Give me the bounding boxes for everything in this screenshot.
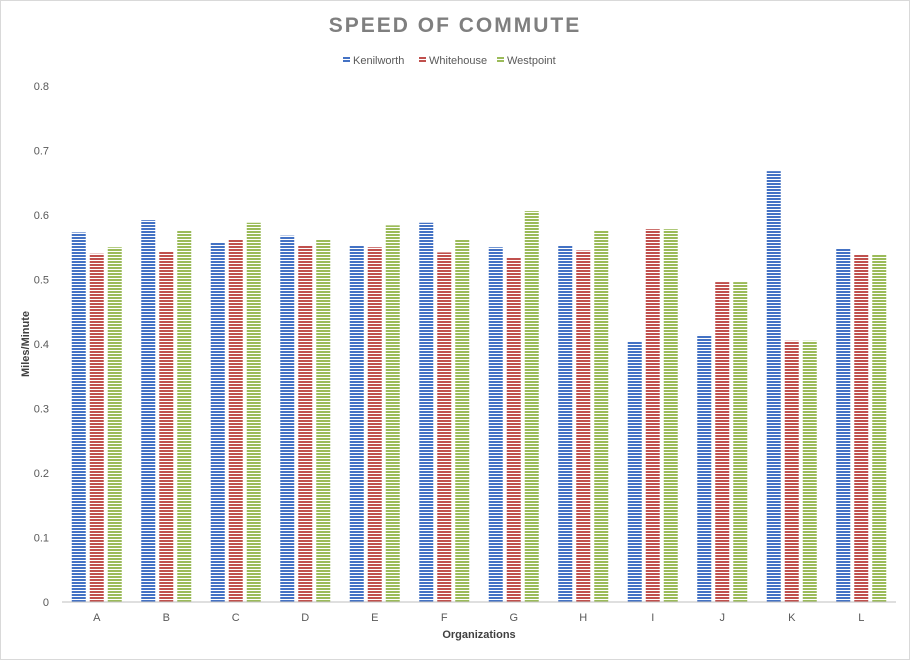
x-axis-ticks: A B C D E F G H I J K L [93,612,864,624]
bar-westpoint-i [663,229,678,602]
chart-title: SPEED OF COMMUTE [329,14,582,37]
bar-kenilworth-d [280,235,295,602]
legend-swatch-westpoint [497,56,504,63]
bar-kenilworth-l [836,248,851,603]
x-tick-label: A [93,612,101,624]
bar-westpoint-a [107,247,122,602]
x-axis-title: Organizations [442,629,515,641]
y-tick-label: 0.5 [34,275,49,287]
bar-whitehouse-j [715,282,730,602]
x-tick-label: B [163,612,170,624]
bar-westpoint-j [733,282,748,602]
x-tick-label: E [371,612,378,624]
bar-whitehouse-l [854,254,869,603]
legend: Kenilworth Whitehouse Westpoint [343,55,556,67]
bar-kenilworth-g [488,247,503,602]
x-tick-label: I [651,612,654,624]
y-tick-label: 0.2 [34,468,49,480]
x-tick-label: G [509,612,518,624]
x-tick-label: D [301,612,309,624]
x-tick-label: C [232,612,240,624]
y-tick-label: 0.6 [34,210,49,222]
bar-kenilworth-f [419,222,434,603]
bar-whitehouse-d [298,245,313,602]
y-axis-ticks: 0 0.1 0.2 0.3 0.4 0.5 0.6 0.7 0.8 [34,81,49,609]
bars [71,171,887,603]
y-tick-label: 0 [43,597,49,609]
x-tick-label: L [858,612,864,624]
bar-westpoint-b [177,230,192,603]
bar-whitehouse-h [576,250,591,602]
bar-westpoint-g [524,211,539,602]
bar-whitehouse-b [159,251,174,602]
bar-kenilworth-c [210,242,225,603]
bar-westpoint-d [316,239,331,602]
bar-whitehouse-c [228,239,243,602]
y-tick-label: 0.4 [34,339,49,351]
bar-kenilworth-k [766,171,781,602]
y-tick-label: 0.7 [34,146,49,158]
legend-label-westpoint: Westpoint [507,55,556,67]
bar-westpoint-h [594,230,609,603]
y-tick-label: 0.8 [34,81,49,93]
bar-whitehouse-e [367,247,382,602]
bar-kenilworth-i [627,341,642,602]
x-tick-label: H [579,612,587,624]
y-tick-label: 0.3 [34,404,49,416]
x-tick-label: F [441,612,448,624]
bar-westpoint-k [802,340,817,602]
bar-whitehouse-g [506,257,521,602]
x-tick-label: J [720,612,726,624]
legend-label-whitehouse: Whitehouse [429,55,487,67]
bar-westpoint-c [246,222,261,603]
x-tick-label: K [788,612,796,624]
bar-westpoint-l [872,254,887,603]
legend-swatch-whitehouse [419,56,426,63]
bar-kenilworth-a [71,232,86,603]
legend-label-kenilworth: Kenilworth [353,55,404,67]
bar-kenilworth-e [349,245,364,602]
bar-westpoint-f [455,239,470,602]
bar-kenilworth-h [558,245,573,602]
bar-whitehouse-k [784,340,799,602]
bar-kenilworth-b [141,220,156,602]
bar-westpoint-e [385,225,400,602]
bar-whitehouse-a [89,253,104,602]
y-axis-title: Miles/Minute [20,311,32,377]
y-tick-label: 0.1 [34,533,49,545]
bar-kenilworth-j [697,334,712,602]
legend-swatch-kenilworth [343,56,350,63]
bar-whitehouse-i [645,229,660,602]
bar-whitehouse-f [437,252,452,602]
